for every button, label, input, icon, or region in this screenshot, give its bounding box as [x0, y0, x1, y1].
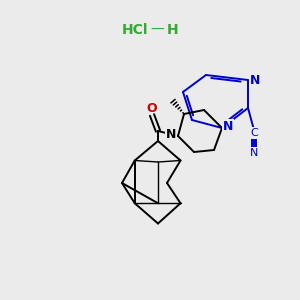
Text: N: N: [166, 128, 176, 140]
Text: H: H: [167, 23, 179, 37]
Text: N: N: [223, 119, 233, 133]
Text: N: N: [250, 74, 260, 86]
Text: C: C: [250, 128, 258, 138]
Text: —: —: [150, 23, 164, 37]
Text: HCl: HCl: [122, 23, 148, 37]
Text: O: O: [147, 101, 157, 115]
Text: N: N: [250, 148, 258, 158]
